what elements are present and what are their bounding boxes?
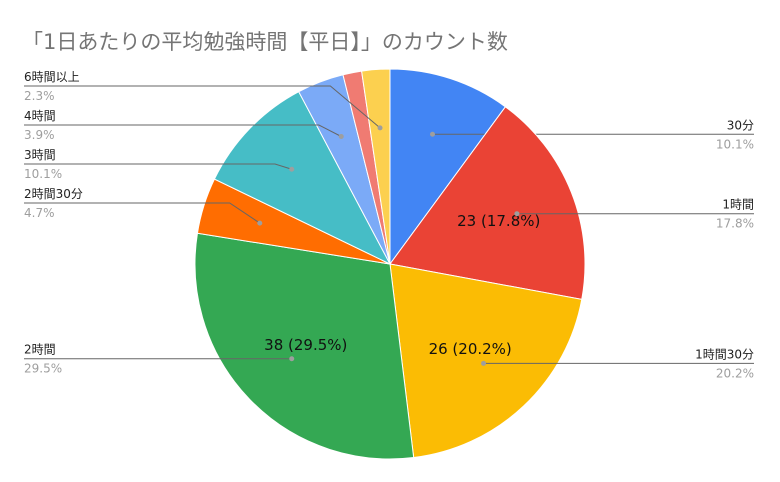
leader-line (24, 85, 381, 129)
leader-dot (514, 211, 520, 217)
slice-value-label: 38 (29.5%) (264, 336, 347, 354)
slice-category-label: 3時間 (24, 148, 56, 162)
slice-category-label: 1時間30分 (695, 347, 754, 361)
pie-slice (194, 232, 415, 460)
slice-category-label: 2時間 (24, 343, 56, 357)
slice-percent-label: 2.3% (24, 89, 55, 103)
slice-value-label: 26 (20.2%) (429, 340, 512, 358)
slice-percent-label: 10.1% (24, 167, 62, 181)
slice-percent-label: 29.5% (24, 362, 62, 376)
leader-dot (429, 131, 435, 137)
slice-percent-label: 20.2% (716, 366, 754, 380)
slice-category-label: 2時間30分 (24, 187, 83, 201)
leader-dot (257, 220, 263, 226)
pie-slice (389, 68, 507, 266)
slice-percent-label: 10.1% (716, 137, 754, 151)
slice-percent-label: 4.7% (24, 206, 55, 220)
pie-slice (213, 91, 392, 266)
leader-dot (481, 360, 487, 366)
pie-slice (389, 106, 586, 301)
pie-slice (389, 263, 583, 459)
leader-dot (377, 125, 383, 131)
slice-percent-label: 3.9% (24, 128, 55, 142)
leader-line (24, 202, 261, 224)
leader-line (24, 163, 292, 170)
slice-percent-label: 17.8% (716, 217, 754, 231)
leader-dot (289, 356, 295, 362)
leader-line (24, 124, 342, 137)
slice-value-label: 23 (17.8%) (457, 212, 540, 230)
slice-category-label: 30分 (727, 118, 754, 132)
chart-title: 「1日あたりの平均勉強時間【平日】」のカウント数 (22, 30, 508, 54)
leader-dot (289, 166, 295, 172)
slice-category-label: 6時間以上 (24, 70, 80, 84)
leader-dot (338, 134, 344, 140)
slice-category-label: 1時間 (722, 198, 754, 212)
slice-category-label: 4時間 (24, 109, 56, 123)
